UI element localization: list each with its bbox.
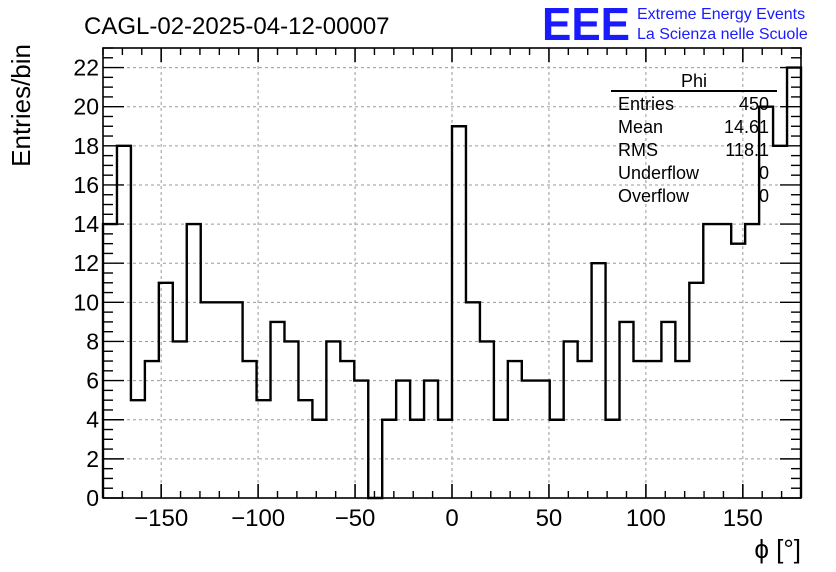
y-tick-label: 10 [73, 289, 99, 315]
stats-value: 118.1 [725, 140, 769, 160]
axis-ticks [102, 47, 802, 499]
histogram-bin [187, 224, 201, 498]
x-tick-label: 50 [536, 505, 563, 532]
histogram-bin [271, 322, 285, 498]
histogram-bin [424, 381, 438, 498]
histogram-bin [620, 322, 634, 498]
histogram-bin [578, 361, 592, 498]
stats-value: 0 [759, 163, 769, 183]
y-tick-label: 14 [73, 211, 99, 237]
stats-rows: Entries 450 Mean 14.61 RMS 118.1 Underflow 0 Ove… [618, 94, 769, 206]
histogram-bin [647, 361, 661, 498]
histogram-bin [564, 341, 578, 498]
y-tick-label: 16 [73, 172, 99, 198]
histogram-bin [159, 283, 173, 498]
histogram-bin [480, 341, 494, 498]
y-tick-labels: 0 2 4 6 8 10 12 14 16 18 20 22 [73, 55, 99, 511]
histogram-bin [298, 400, 312, 498]
histogram-bin [410, 420, 424, 498]
stats-label: Mean [618, 117, 663, 137]
y-axis-label: Entries/bin [6, 44, 36, 167]
histogram-bin [173, 341, 187, 498]
x-tick-label: 150 [723, 505, 763, 532]
histogram-bin [606, 420, 620, 498]
y-tick-label: 2 [86, 446, 99, 472]
histogram-bin [326, 341, 340, 498]
y-tick-label: 22 [73, 55, 99, 81]
histogram-bin [494, 420, 508, 498]
histogram-bin [703, 224, 717, 498]
stats-label: Overflow [618, 186, 690, 206]
histogram-bin [215, 302, 229, 498]
y-tick-label: 12 [73, 250, 99, 276]
histogram-bin [284, 341, 298, 498]
stats-value: 0 [759, 186, 769, 206]
histogram-bin [689, 283, 703, 498]
histogram-bin [522, 381, 536, 498]
histogram-bin [452, 126, 466, 498]
histogram-bin [354, 381, 368, 498]
histogram-bin [661, 322, 675, 498]
histogram-bin [550, 420, 564, 498]
stats-label: Entries [618, 94, 674, 114]
y-tick-label: 18 [73, 133, 99, 159]
vertical-gridlines [160, 48, 744, 498]
y-tick-label: 6 [86, 368, 99, 394]
stats-box: Phi Entries 450 Mean 14.61 RMS 118.1 Underflow… [611, 71, 777, 206]
histogram-bin [717, 224, 731, 498]
histogram-bin [340, 361, 354, 498]
histogram-bin [633, 361, 647, 498]
x-tick-labels: −150 −100 −50 0 50 100 150 [134, 505, 763, 532]
histogram-bin [201, 302, 215, 498]
histogram-bin [382, 420, 396, 498]
histogram-bin [731, 244, 745, 498]
histogram-bin [745, 224, 759, 498]
chart-title: CAGL-02-2025-04-12-00007 [84, 13, 390, 40]
histogram-bin [675, 361, 689, 498]
histogram-bin [257, 400, 271, 498]
x-axis-label: ϕ [°] [754, 534, 801, 564]
histogram-bin [438, 420, 452, 498]
histogram-bin [312, 420, 326, 498]
histogram-bin [773, 146, 787, 498]
histogram-bin [229, 302, 243, 498]
histogram-bin [466, 302, 480, 498]
stats-value: 450 [739, 94, 769, 114]
eee-logo: EEE [542, 0, 630, 50]
histogram-bin [131, 400, 145, 498]
histogram-bin [117, 146, 131, 498]
x-tick-label: 0 [445, 505, 458, 532]
histogram-bin [396, 381, 410, 498]
stats-label: Underflow [618, 163, 700, 183]
y-tick-label: 0 [86, 485, 99, 511]
histogram-bin [592, 263, 606, 498]
x-tick-label: −50 [335, 505, 376, 532]
stats-label: RMS [618, 140, 658, 160]
y-tick-label: 20 [73, 94, 99, 120]
histogram-bin [508, 361, 522, 498]
x-tick-label: −100 [231, 505, 285, 532]
histogram-bin [243, 361, 257, 498]
histogram-bin [145, 361, 159, 498]
histogram-bin [536, 381, 550, 498]
stats-title: Phi [681, 71, 707, 91]
logo-line-1: Extreme Energy Events [637, 6, 805, 23]
logo-line-2: La Scienza nelle Scuole [637, 26, 808, 43]
x-tick-label: −150 [134, 505, 188, 532]
y-tick-label: 4 [86, 407, 99, 433]
stats-value: 14.61 [724, 117, 769, 137]
histogram-outline [101, 66, 803, 500]
x-tick-label: 100 [626, 505, 666, 532]
y-tick-label: 8 [86, 328, 99, 354]
